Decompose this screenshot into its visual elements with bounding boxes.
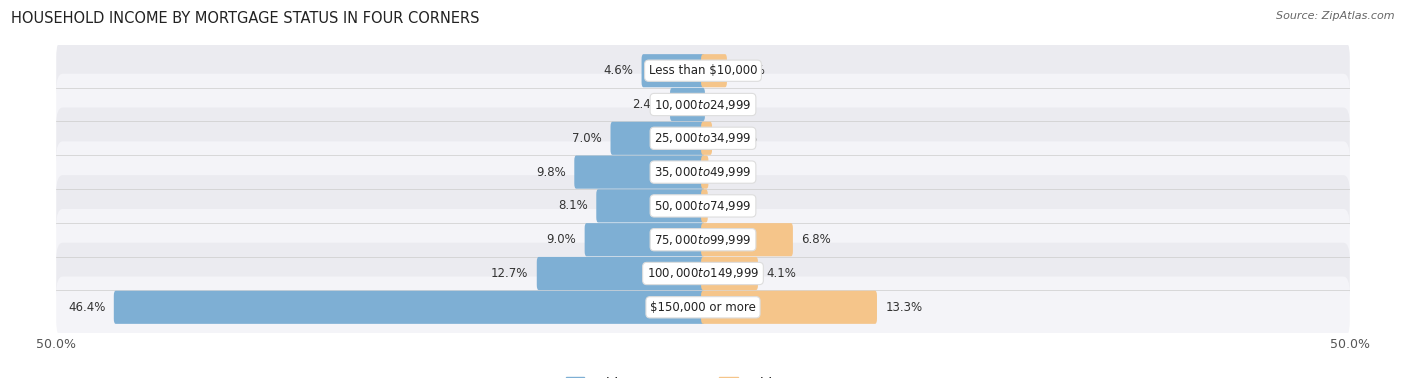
- Legend: Without Mortgage, With Mortgage: Without Mortgage, With Mortgage: [565, 376, 841, 378]
- Text: 46.4%: 46.4%: [67, 301, 105, 314]
- Text: 0.22%: 0.22%: [716, 200, 754, 212]
- Text: $75,000 to $99,999: $75,000 to $99,999: [654, 233, 752, 247]
- Text: 2.4%: 2.4%: [631, 98, 662, 111]
- FancyBboxPatch shape: [574, 155, 704, 189]
- Text: 4.1%: 4.1%: [766, 267, 796, 280]
- Text: $150,000 or more: $150,000 or more: [650, 301, 756, 314]
- Text: 0.0%: 0.0%: [713, 98, 742, 111]
- Text: 0.27%: 0.27%: [717, 166, 754, 178]
- FancyBboxPatch shape: [596, 189, 704, 223]
- Text: 12.7%: 12.7%: [491, 267, 529, 280]
- Text: 4.6%: 4.6%: [603, 64, 633, 77]
- FancyBboxPatch shape: [56, 108, 1350, 169]
- FancyBboxPatch shape: [56, 209, 1350, 270]
- FancyBboxPatch shape: [702, 223, 793, 256]
- FancyBboxPatch shape: [56, 74, 1350, 135]
- Text: 0.55%: 0.55%: [720, 132, 758, 145]
- FancyBboxPatch shape: [702, 155, 709, 189]
- FancyBboxPatch shape: [537, 257, 704, 290]
- Text: $25,000 to $34,999: $25,000 to $34,999: [654, 131, 752, 145]
- FancyBboxPatch shape: [702, 257, 758, 290]
- Text: 8.1%: 8.1%: [558, 200, 588, 212]
- Text: 7.0%: 7.0%: [572, 132, 602, 145]
- Text: 9.0%: 9.0%: [547, 233, 576, 246]
- FancyBboxPatch shape: [56, 243, 1350, 304]
- Text: Less than $10,000: Less than $10,000: [648, 64, 758, 77]
- Text: $10,000 to $24,999: $10,000 to $24,999: [654, 98, 752, 112]
- Text: HOUSEHOLD INCOME BY MORTGAGE STATUS IN FOUR CORNERS: HOUSEHOLD INCOME BY MORTGAGE STATUS IN F…: [11, 11, 479, 26]
- FancyBboxPatch shape: [610, 122, 704, 155]
- Text: $100,000 to $149,999: $100,000 to $149,999: [647, 266, 759, 280]
- FancyBboxPatch shape: [702, 189, 707, 223]
- FancyBboxPatch shape: [585, 223, 704, 256]
- FancyBboxPatch shape: [702, 54, 727, 87]
- FancyBboxPatch shape: [641, 54, 704, 87]
- Text: 6.8%: 6.8%: [801, 233, 831, 246]
- FancyBboxPatch shape: [702, 291, 877, 324]
- Text: 1.7%: 1.7%: [735, 64, 765, 77]
- FancyBboxPatch shape: [56, 175, 1350, 237]
- Text: $35,000 to $49,999: $35,000 to $49,999: [654, 165, 752, 179]
- Text: 9.8%: 9.8%: [536, 166, 565, 178]
- FancyBboxPatch shape: [56, 277, 1350, 338]
- FancyBboxPatch shape: [56, 141, 1350, 203]
- FancyBboxPatch shape: [56, 40, 1350, 101]
- Text: 13.3%: 13.3%: [886, 301, 922, 314]
- FancyBboxPatch shape: [702, 122, 711, 155]
- FancyBboxPatch shape: [671, 88, 704, 121]
- FancyBboxPatch shape: [114, 291, 704, 324]
- Text: Source: ZipAtlas.com: Source: ZipAtlas.com: [1277, 11, 1395, 21]
- Text: $50,000 to $74,999: $50,000 to $74,999: [654, 199, 752, 213]
